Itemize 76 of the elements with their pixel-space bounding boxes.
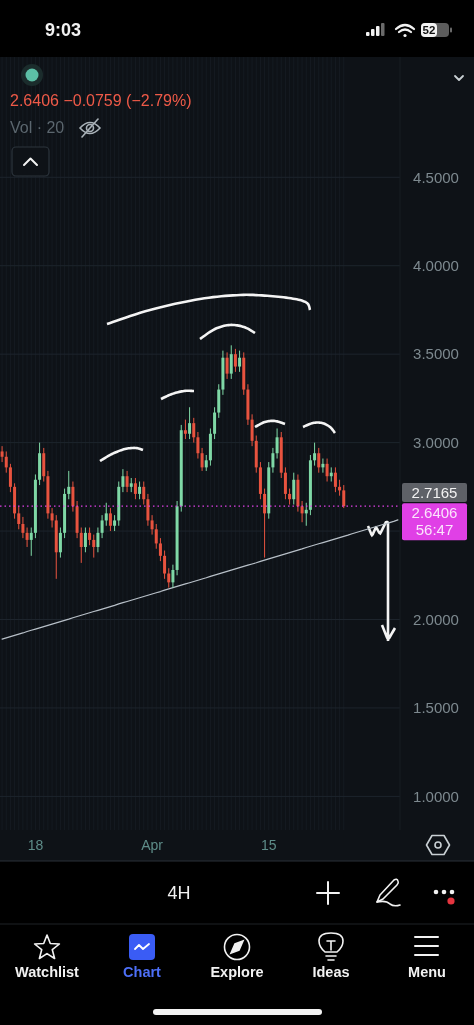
candlestick xyxy=(83,527,87,553)
candlestick xyxy=(125,470,129,493)
candlestick xyxy=(188,406,192,440)
candlestick xyxy=(142,481,146,506)
candlestick xyxy=(21,516,25,539)
candlestick xyxy=(333,466,337,493)
candlestick xyxy=(238,350,242,373)
candlestick xyxy=(25,527,29,548)
candlestick xyxy=(4,450,8,474)
candlestick xyxy=(292,472,296,506)
candlestick xyxy=(133,477,137,500)
y-tick-label: 1.0000 xyxy=(413,787,459,805)
candlestick xyxy=(233,348,237,373)
candlestick xyxy=(0,445,4,463)
candlestick xyxy=(67,470,71,500)
x-tick-label: Apr xyxy=(141,836,164,853)
candlestick xyxy=(104,502,108,527)
candlestick xyxy=(108,507,112,532)
candlestick xyxy=(58,527,62,559)
candlestick xyxy=(192,417,196,444)
candlestick xyxy=(263,488,267,559)
candlestick xyxy=(300,500,304,523)
candlestick xyxy=(196,431,200,460)
candlestick xyxy=(200,447,204,472)
text: Watchlist xyxy=(15,964,80,981)
candlestick xyxy=(17,505,21,530)
text: Chart xyxy=(123,964,162,981)
candlestick xyxy=(229,344,233,380)
candlestick xyxy=(121,468,125,493)
candlestick xyxy=(325,458,329,483)
candlestick xyxy=(29,527,33,557)
candlestick xyxy=(79,527,83,564)
text: 9:03 xyxy=(44,20,82,41)
y-tick-label: 4.0000 xyxy=(413,256,459,274)
candlestick xyxy=(163,550,167,580)
ref-line-label: 2.6406 xyxy=(411,504,458,522)
candlestick xyxy=(342,484,346,509)
candlestick xyxy=(213,406,217,440)
candlestick xyxy=(271,447,275,474)
candlestick xyxy=(283,466,287,500)
candlestick xyxy=(313,442,317,467)
candlestick xyxy=(154,523,158,550)
candlestick xyxy=(96,527,100,553)
x-tick-label: 15 xyxy=(260,836,277,853)
candlestick xyxy=(158,537,162,562)
text: Menu xyxy=(408,964,446,981)
text: 56:47 xyxy=(415,521,454,539)
text: Vol · 20 xyxy=(10,119,65,136)
candlestick xyxy=(275,427,279,460)
candlestick xyxy=(50,507,54,529)
candlestick xyxy=(250,413,254,447)
text: 2.7165 xyxy=(411,484,458,502)
candlestick xyxy=(225,351,229,380)
text: 52 xyxy=(422,24,436,37)
y-tick-label: 2.0000 xyxy=(413,610,459,628)
candlestick xyxy=(317,447,321,474)
candlestick xyxy=(150,514,154,536)
y-tick-label: 1.5000 xyxy=(413,699,459,717)
candlestick xyxy=(42,447,46,483)
y-tick-label: 3.0000 xyxy=(413,433,459,451)
text: Ideas xyxy=(312,964,350,981)
y-tick-label: 3.5000 xyxy=(413,345,459,363)
text: 2.6406 −0.0759 (−2.79%) xyxy=(10,92,192,109)
candlestick xyxy=(8,463,12,493)
candlestick xyxy=(92,534,96,559)
text: Explore xyxy=(210,964,264,981)
y-tick-label: 4.5000 xyxy=(413,168,459,186)
candlestick xyxy=(71,481,75,513)
x-tick-label: 18 xyxy=(27,836,44,853)
candlestick xyxy=(183,419,187,440)
candlestick xyxy=(171,564,175,589)
candlestick xyxy=(100,514,104,539)
line-series xyxy=(1,519,399,640)
candlestick xyxy=(146,493,150,527)
candlestick xyxy=(217,383,221,419)
text: 4H xyxy=(167,883,191,904)
